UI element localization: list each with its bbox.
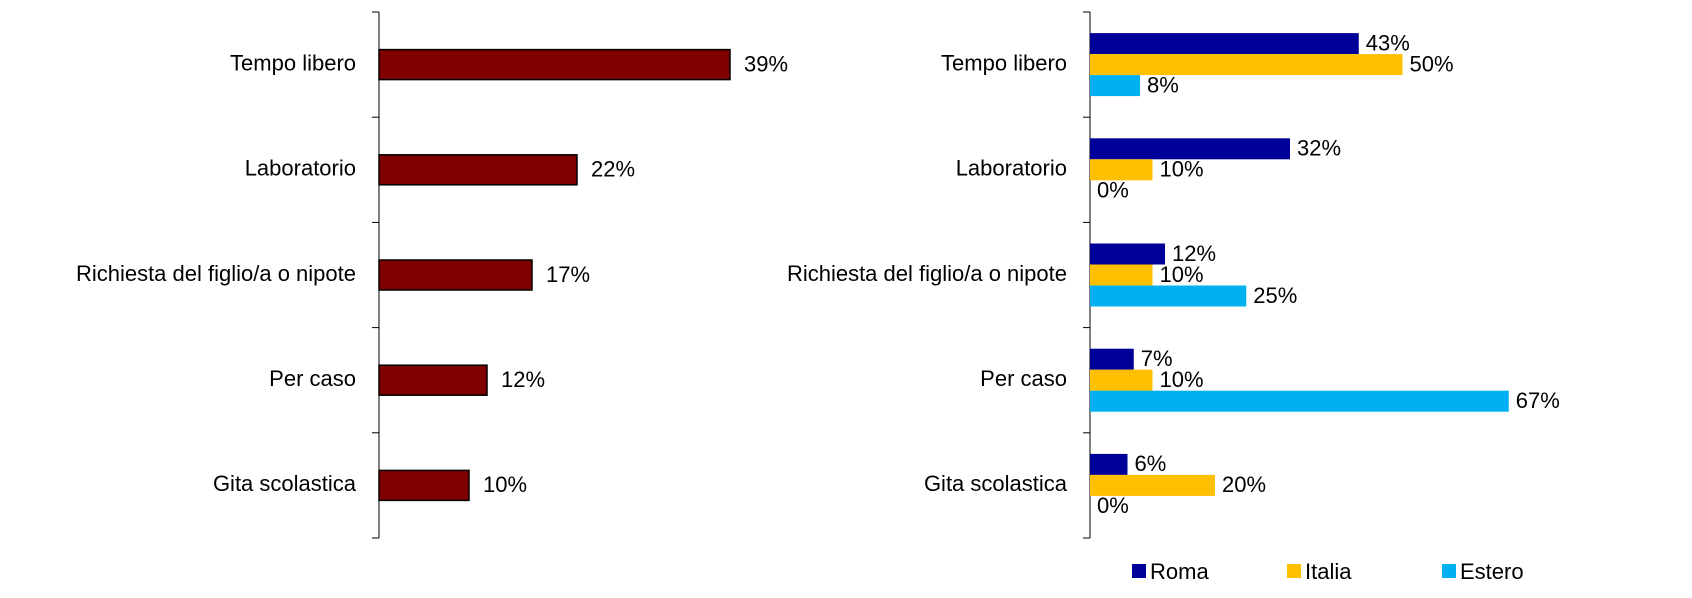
bar [1090, 348, 1134, 370]
bar [378, 364, 488, 396]
bar [1090, 138, 1290, 160]
value-label: 10% [1160, 262, 1204, 287]
category-label: Gita scolastica [213, 471, 357, 496]
legend-label: Estero [1460, 559, 1524, 584]
value-label: 7% [1141, 346, 1173, 371]
bar [1090, 264, 1153, 286]
value-label: 17% [546, 262, 590, 287]
value-label: 22% [591, 157, 635, 182]
bar [1090, 369, 1153, 391]
bar [1090, 33, 1359, 55]
bar [378, 469, 470, 502]
value-label: 0% [1097, 493, 1129, 518]
value-label: 32% [1297, 136, 1341, 161]
bar [378, 48, 731, 81]
bar [1090, 159, 1153, 181]
value-label: 8% [1147, 72, 1179, 97]
value-label: 20% [1222, 472, 1266, 497]
category-label: Tempo libero [230, 50, 356, 75]
value-label: 43% [1366, 30, 1410, 55]
legend-swatch [1287, 564, 1301, 578]
bar [1090, 453, 1128, 475]
bar [378, 259, 533, 291]
category-label: Richiesta del figlio/a o nipote [787, 261, 1067, 286]
bar [1090, 54, 1403, 76]
category-label: Gita scolastica [924, 471, 1068, 496]
value-label: 67% [1516, 388, 1560, 413]
bar [378, 154, 578, 186]
value-label: 25% [1253, 283, 1297, 308]
legend-swatch [1132, 564, 1146, 578]
legend-label: Italia [1305, 559, 1352, 584]
category-label: Tempo libero [941, 50, 1067, 75]
value-label: 12% [1172, 241, 1216, 266]
category-label: Per caso [269, 366, 356, 391]
value-label: 39% [744, 51, 788, 76]
category-label: Per caso [980, 366, 1067, 391]
category-label: Richiesta del figlio/a o nipote [76, 261, 356, 286]
value-label: 12% [501, 367, 545, 392]
bar [1090, 75, 1140, 97]
value-label: 0% [1097, 178, 1129, 203]
value-label: 10% [483, 472, 527, 497]
bar [1090, 243, 1165, 265]
value-label: 50% [1410, 51, 1454, 76]
bar [1090, 390, 1509, 412]
value-label: 6% [1135, 451, 1167, 476]
legend-label: Roma [1150, 559, 1209, 584]
bar [1090, 474, 1215, 496]
legend-swatch [1442, 564, 1456, 578]
category-label: Laboratorio [956, 156, 1067, 181]
category-label: Laboratorio [245, 156, 356, 181]
bar [1090, 285, 1247, 307]
value-label: 10% [1160, 157, 1204, 182]
value-label: 10% [1160, 367, 1204, 392]
